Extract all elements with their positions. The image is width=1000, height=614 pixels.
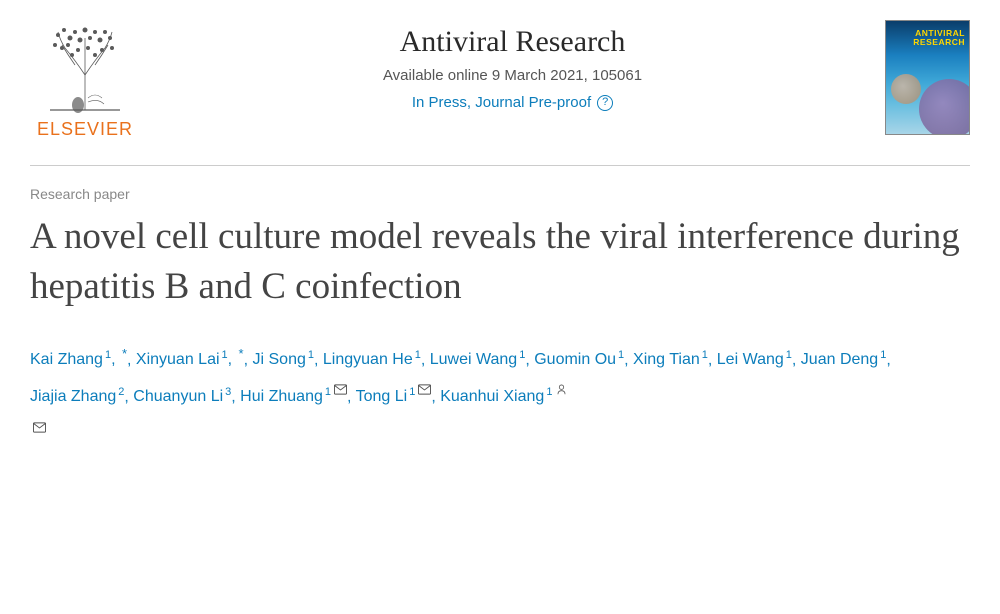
author-sep: , (421, 351, 430, 368)
author-sep: , (228, 351, 237, 368)
help-icon[interactable]: ? (597, 95, 613, 111)
article-title: A novel cell culture model reveals the v… (30, 212, 970, 312)
author-name: Tong Li (356, 388, 408, 405)
journal-cover[interactable]: ANTIVIRAL RESEARCH (885, 20, 970, 135)
author-sep: , (886, 351, 890, 368)
author-sep: , (124, 388, 133, 405)
author-link[interactable]: Ji Song1 (253, 351, 315, 368)
author-list: Kai Zhang1, *, Xinyuan Lai1, *, Ji Song1… (30, 342, 970, 451)
author-name: Ji Song (253, 351, 306, 368)
author-sep: , (244, 351, 253, 368)
author-name: Kuanhui Xiang (440, 388, 544, 405)
author-sep: , (792, 351, 801, 368)
author-name: Luwei Wang (430, 351, 517, 368)
author-sep: , (624, 351, 633, 368)
publisher-logo[interactable]: ELSEVIER (30, 20, 140, 140)
author-name: Xing Tian (633, 351, 700, 368)
author-link[interactable]: Tong Li1 (356, 388, 432, 405)
author-name: Xinyuan Lai (136, 351, 220, 368)
author-sep: , (347, 388, 356, 405)
cover-art-blob (919, 79, 970, 135)
author-link[interactable]: Xinyuan Lai1, * (136, 351, 244, 368)
author-link[interactable]: Hui Zhuang1 (240, 388, 347, 405)
author-name: Lei Wang (717, 351, 784, 368)
article-header: ELSEVIER Antiviral Research Available on… (30, 20, 970, 166)
cover-title: ANTIVIRAL RESEARCH (913, 29, 965, 48)
author-link[interactable]: Xing Tian1 (633, 351, 708, 368)
author-name: Chuanyun Li (133, 388, 223, 405)
author-link[interactable]: Chuanyun Li3 (133, 388, 231, 405)
author-affiliation[interactable]: 1 (409, 386, 415, 398)
author-name: Guomin Ou (534, 351, 616, 368)
author-sep: , (708, 351, 717, 368)
availability-text: Available online 9 March 2021, 105061 (160, 67, 865, 84)
author-sep: , (525, 351, 534, 368)
author-link[interactable]: Jiajia Zhang2 (30, 388, 124, 405)
author-link[interactable]: Luwei Wang1 (430, 351, 526, 368)
journal-meta: Antiviral Research Available online 9 Ma… (140, 20, 885, 112)
author-link[interactable]: Guomin Ou1 (534, 351, 624, 368)
press-status-label: In Press, Journal Pre-proof (412, 94, 591, 111)
mail-icon[interactable] (334, 376, 347, 406)
author-affiliation[interactable]: 1 (546, 386, 552, 398)
author-affiliation[interactable]: 1 (325, 386, 331, 398)
author-sep: , (314, 351, 323, 368)
author-name: Lingyuan He (323, 351, 413, 368)
author-sep: , (127, 351, 136, 368)
elsevier-tree-icon (40, 20, 130, 115)
author-sep: , (231, 388, 240, 405)
author-name: Hui Zhuang (240, 388, 323, 405)
author-link[interactable]: Kai Zhang1, * (30, 351, 127, 368)
author-link[interactable]: Kuanhui Xiang1 (440, 388, 568, 405)
publisher-name: ELSEVIER (37, 119, 133, 140)
article-type: Research paper (30, 186, 970, 202)
author-link[interactable]: Lei Wang1 (717, 351, 792, 368)
cover-art-blob (891, 74, 921, 104)
press-status[interactable]: In Press, Journal Pre-proof ? (412, 94, 613, 111)
author-name: Jiajia Zhang (30, 388, 116, 405)
journal-title[interactable]: Antiviral Research (160, 25, 865, 59)
author-name: Juan Deng (801, 351, 878, 368)
mail-icon[interactable] (33, 414, 46, 444)
mail-icon[interactable] (418, 376, 431, 406)
author-sep: , (111, 351, 120, 368)
author-link[interactable]: Juan Deng1 (801, 351, 887, 368)
author-link[interactable]: Lingyuan He1 (323, 351, 421, 368)
author-sep: , (431, 388, 440, 405)
author-name: Kai Zhang (30, 351, 103, 368)
person-icon[interactable] (555, 376, 568, 406)
